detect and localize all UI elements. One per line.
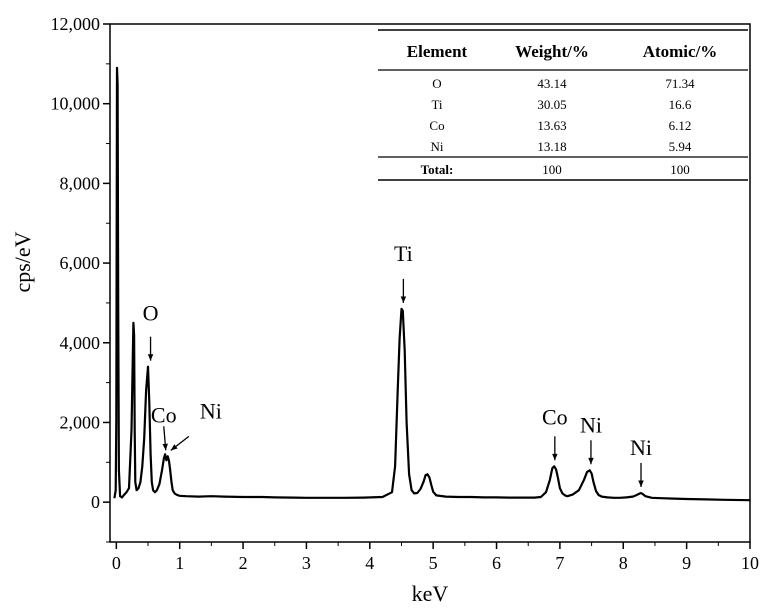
- spectrum-line: [113, 66, 751, 502]
- x-tick-label: 10: [741, 553, 759, 573]
- y-axis: 0 2,000 4,000 6,000 8,000 10,000 12,000: [51, 14, 110, 543]
- y-axis-label: cps/eV: [10, 231, 35, 292]
- table-header-cell: Weight/%: [515, 42, 589, 61]
- x-tick-label: 5: [429, 553, 438, 573]
- peak-annotations: O Co Ni Ti Co Ni Ni: [143, 241, 652, 487]
- peak-annotation: Co: [151, 402, 177, 451]
- spectrum-series: [113, 66, 751, 502]
- y-tick-label: 12,000: [51, 14, 101, 34]
- table-cell: 43.14: [537, 76, 567, 91]
- peak-annotation: Ni: [630, 435, 652, 487]
- annotation-label: Ni: [200, 398, 222, 423]
- annotation-label: Co: [542, 404, 568, 429]
- y-tick-label: 0: [91, 492, 100, 512]
- x-tick-label: 7: [555, 553, 564, 573]
- y-tick-label: 2,000: [60, 412, 101, 432]
- peak-annotation: Ti: [394, 241, 413, 303]
- table-header-cell: Element: [407, 42, 468, 61]
- annotation-label: O: [143, 301, 159, 326]
- table-cell: Ni: [431, 139, 444, 154]
- table-total-cell: Total:: [421, 162, 454, 177]
- peak-annotation: O: [143, 301, 159, 361]
- x-tick-label: 2: [239, 553, 248, 573]
- y-tick-label: 10,000: [51, 94, 101, 114]
- plot-frame: [109, 23, 751, 543]
- table-header-cell: Atomic/%: [643, 42, 718, 61]
- annotation-label: Ti: [394, 241, 413, 266]
- x-tick-label: 3: [302, 553, 311, 573]
- plot-border: [109, 23, 751, 543]
- table-cell: Ti: [431, 97, 442, 112]
- annotation-arrow-head: [400, 296, 407, 303]
- peak-annotation: Ni: [580, 412, 602, 465]
- annotation-arrow-head: [638, 480, 644, 487]
- table-cell: 13.63: [537, 118, 566, 133]
- x-tick-label: 8: [619, 553, 628, 573]
- peak-annotation: Co: [542, 404, 568, 461]
- x-axis: 0 1 2 3 4 5 6 7 8 9 10: [112, 542, 759, 573]
- table-cell: 6.12: [669, 118, 692, 133]
- x-tick-label: 6: [492, 553, 501, 573]
- table-cell: 13.18: [537, 139, 566, 154]
- annotation-arrow-head: [162, 443, 168, 451]
- table-cell: 30.05: [537, 97, 566, 112]
- x-tick-label: 0: [112, 553, 121, 573]
- annotation-label: Ni: [630, 435, 652, 460]
- y-tick-label: 4,000: [60, 333, 101, 353]
- table-cell: 16.6: [669, 97, 692, 112]
- x-tick-label: 1: [175, 553, 184, 573]
- annotation-arrow-head: [588, 457, 594, 465]
- table-cell: 71.34: [665, 76, 695, 91]
- table-cell: O: [432, 76, 441, 91]
- peak-annotation: Ni: [170, 398, 222, 451]
- table-cell: 5.94: [669, 139, 692, 154]
- annotation-arrow-head: [170, 444, 178, 451]
- table-total-cell: 100: [542, 162, 562, 177]
- x-tick-label: 9: [682, 553, 691, 573]
- composition-table: Element Weight/% Atomic/% O 43.14 71.34 Ti 30.0…: [378, 29, 748, 181]
- annotation-arrow-head: [552, 453, 558, 461]
- table-cell: Co: [429, 118, 444, 133]
- x-axis-label: keV: [412, 581, 449, 606]
- annotation-label: Co: [151, 402, 177, 427]
- y-tick-label: 6,000: [60, 253, 101, 273]
- table-total-cell: 100: [670, 162, 690, 177]
- x-tick-label: 4: [365, 553, 374, 573]
- annotation-label: Ni: [580, 412, 602, 437]
- annotation-arrow-head: [147, 354, 154, 361]
- y-tick-label: 8,000: [60, 173, 101, 193]
